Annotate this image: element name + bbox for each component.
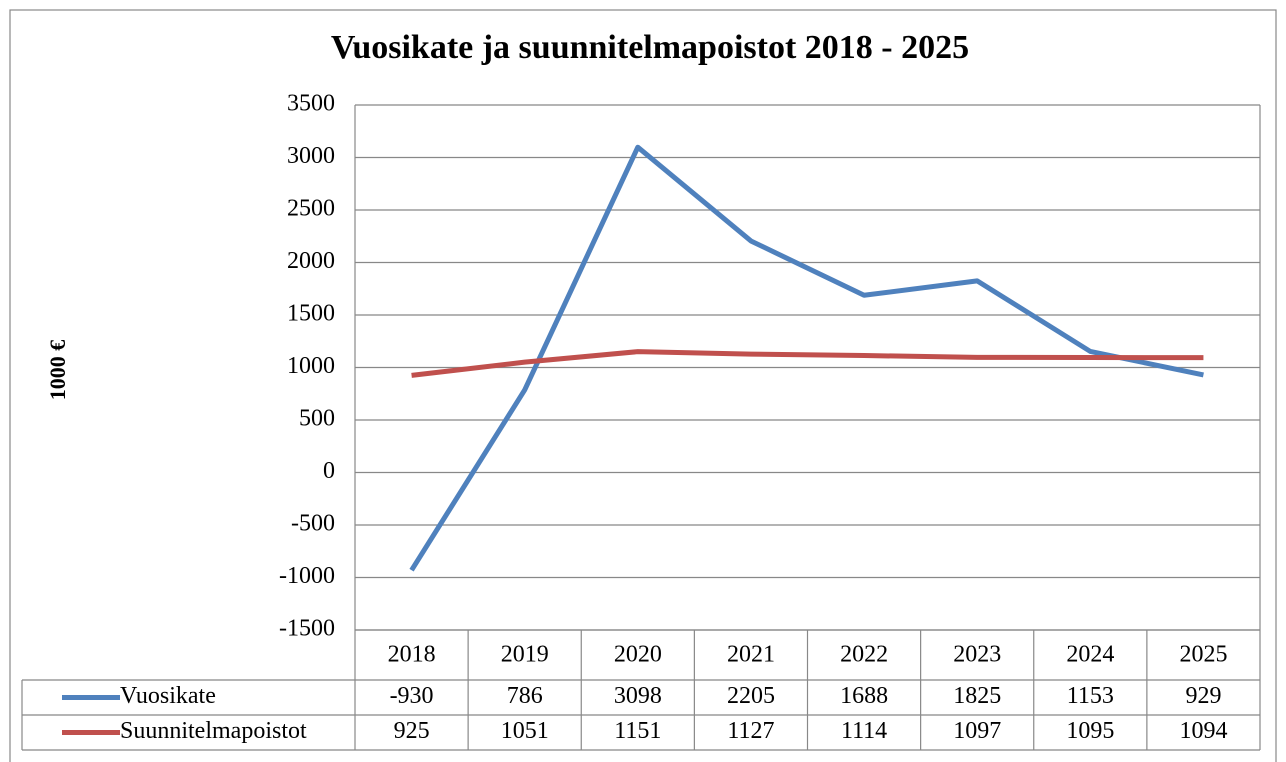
y-tick-label: -1000 xyxy=(279,563,335,589)
table-value: 925 xyxy=(394,718,430,744)
y-axis-label: 1000 € xyxy=(45,340,70,401)
x-tick-label: 2021 xyxy=(727,642,775,668)
x-tick-label: 2020 xyxy=(614,642,662,668)
chart-title: Vuosikate ja suunnitelmapoistot 2018 - 2… xyxy=(331,29,969,66)
table-value: 786 xyxy=(507,683,543,709)
y-tick-label: 1000 xyxy=(287,353,335,379)
y-tick-label: 1500 xyxy=(287,301,335,327)
series-line xyxy=(409,144,1204,572)
chart-frame xyxy=(9,9,1277,762)
table-value: -930 xyxy=(390,683,434,709)
y-tick-label: -500 xyxy=(291,511,335,537)
legend-label: Vuosikate xyxy=(120,683,216,709)
x-tick-label: 2019 xyxy=(501,642,549,668)
x-tick-label: 2018 xyxy=(388,642,436,668)
table-value: 929 xyxy=(1185,683,1221,709)
table-value: 1151 xyxy=(614,718,661,744)
x-tick-label: 2025 xyxy=(1179,642,1227,668)
y-tick-label: 2000 xyxy=(287,248,335,274)
table-value: 1825 xyxy=(953,683,1001,709)
y-tick-label: 3000 xyxy=(287,143,335,169)
y-tick-label: 2500 xyxy=(287,196,335,222)
x-tick-label: 2024 xyxy=(1066,642,1114,668)
table-value: 1051 xyxy=(501,718,549,744)
table-value: 2205 xyxy=(727,683,775,709)
table-value: 1097 xyxy=(953,718,1001,744)
x-tick-label: 2022 xyxy=(840,642,888,668)
table-value: 1127 xyxy=(727,718,774,744)
table-value: 1095 xyxy=(1066,718,1114,744)
y-tick-label: 500 xyxy=(299,406,335,432)
x-tick-label: 2023 xyxy=(953,642,1001,668)
legend-label: Suunnitelmapoistot xyxy=(120,718,307,744)
y-tick-label: 0 xyxy=(323,458,335,484)
table-value: 3098 xyxy=(614,683,662,709)
table-value: 1153 xyxy=(1067,683,1114,709)
table-value: 1688 xyxy=(840,683,888,709)
y-tick-label: -1500 xyxy=(279,616,335,642)
table-value: 1114 xyxy=(841,718,887,744)
series-line xyxy=(411,349,1204,378)
table-value: 1094 xyxy=(1179,718,1227,744)
y-tick-label: 3500 xyxy=(287,91,335,117)
